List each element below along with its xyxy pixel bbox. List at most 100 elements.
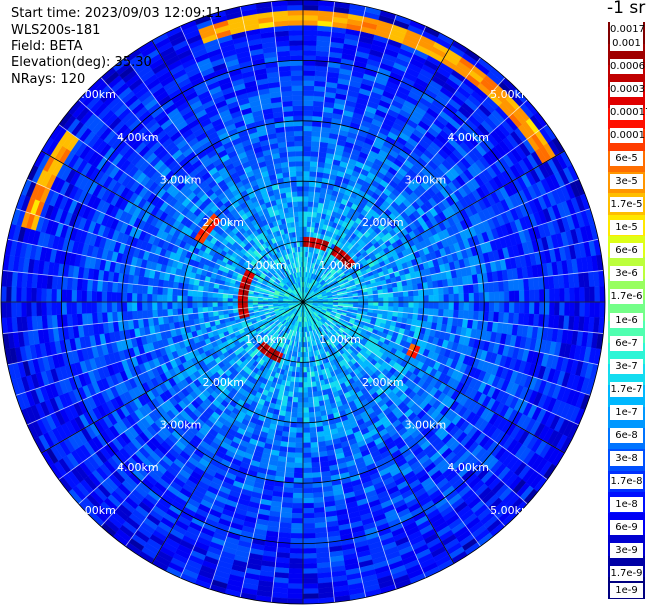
range-gate <box>290 528 304 534</box>
range-gate <box>302 412 310 418</box>
range-gate <box>302 70 316 76</box>
range-gate <box>302 165 311 172</box>
range-gate <box>302 528 316 534</box>
range-gate <box>599 301 606 318</box>
range-gate <box>443 294 450 303</box>
range-gate <box>373 297 379 303</box>
range-gate <box>290 538 304 544</box>
range-gate <box>292 492 304 499</box>
range-gate <box>458 301 465 311</box>
range-gate <box>302 593 319 600</box>
range-gate <box>483 301 490 312</box>
range-gate <box>292 396 299 403</box>
range-gate <box>308 416 316 423</box>
range-gate <box>308 186 316 193</box>
range-gate <box>302 497 314 504</box>
range-gate <box>458 293 465 303</box>
range-gate <box>503 301 510 313</box>
range-gate <box>564 301 570 317</box>
range-gate <box>559 301 565 316</box>
range-gate <box>368 301 374 306</box>
range-gate <box>408 296 414 303</box>
range-gate <box>299 362 304 368</box>
range-gate <box>463 310 470 320</box>
range-gate <box>302 568 318 574</box>
range-gate <box>428 295 435 303</box>
range-gate <box>302 211 308 217</box>
range-gate <box>423 295 429 303</box>
range-gate <box>302 548 317 554</box>
range-gate <box>302 140 312 147</box>
range-gate <box>289 553 304 559</box>
range-gate <box>302 45 317 51</box>
range-gate <box>299 367 304 373</box>
range-gate <box>468 310 475 321</box>
range-gate <box>287 593 304 600</box>
range-gate <box>293 482 304 489</box>
range-gate <box>302 231 307 237</box>
range-gate <box>286 452 296 458</box>
range-gate <box>353 301 359 306</box>
range-gate <box>282 487 294 494</box>
range-gate <box>302 442 311 449</box>
range-gate <box>309 426 317 433</box>
range-gate <box>302 598 319 605</box>
range-gate <box>498 301 505 313</box>
range-gate <box>311 462 321 469</box>
range-gate <box>302 60 316 66</box>
range-gate <box>291 517 304 524</box>
range-gate <box>302 447 312 454</box>
range-gate <box>289 543 304 549</box>
range-gate <box>297 402 304 408</box>
range-gate <box>407 284 414 292</box>
range-gate <box>412 313 419 321</box>
range-gate <box>402 312 409 319</box>
range-gate <box>293 472 304 479</box>
range-gate <box>402 285 409 292</box>
range-gate <box>302 201 309 207</box>
range-gate <box>310 447 319 453</box>
range-gate <box>302 382 308 388</box>
range-gate <box>284 411 292 418</box>
range-gate <box>393 301 399 308</box>
range-gate <box>458 285 464 294</box>
range-gate <box>311 141 320 147</box>
ray-separator <box>320 57 481 278</box>
range-gate <box>453 293 460 303</box>
range-gate <box>312 492 324 499</box>
range-gate <box>287 588 304 595</box>
range-gate <box>302 95 314 102</box>
range-gate <box>313 191 321 198</box>
range-gate <box>584 286 591 303</box>
range-gate <box>358 301 364 306</box>
range-gate <box>302 357 307 363</box>
range-gate <box>529 289 535 303</box>
range-gate <box>309 437 318 443</box>
range-gate <box>468 301 475 312</box>
range-gate <box>316 171 324 178</box>
range-gate <box>302 387 308 393</box>
range-gate <box>383 301 389 307</box>
range-gate <box>569 287 575 303</box>
range-gate <box>302 377 308 383</box>
range-gate <box>524 301 530 315</box>
range-gate <box>493 301 500 313</box>
range-gate <box>463 293 470 303</box>
range-gate <box>314 411 322 418</box>
range-gate <box>302 578 318 585</box>
range-gate <box>309 171 317 178</box>
range-gate <box>433 301 440 310</box>
range-gate <box>302 558 317 564</box>
range-gate <box>412 289 419 297</box>
range-gate <box>483 292 490 303</box>
range-gate <box>308 406 315 413</box>
range-gate <box>569 301 575 317</box>
range-gate <box>302 90 315 97</box>
range-gate <box>311 130 322 137</box>
range-gate <box>308 196 315 203</box>
range-gate <box>302 221 308 227</box>
range-gate <box>302 30 318 36</box>
range-gate <box>302 517 315 524</box>
range-gate <box>438 308 444 317</box>
range-gate <box>378 297 384 303</box>
